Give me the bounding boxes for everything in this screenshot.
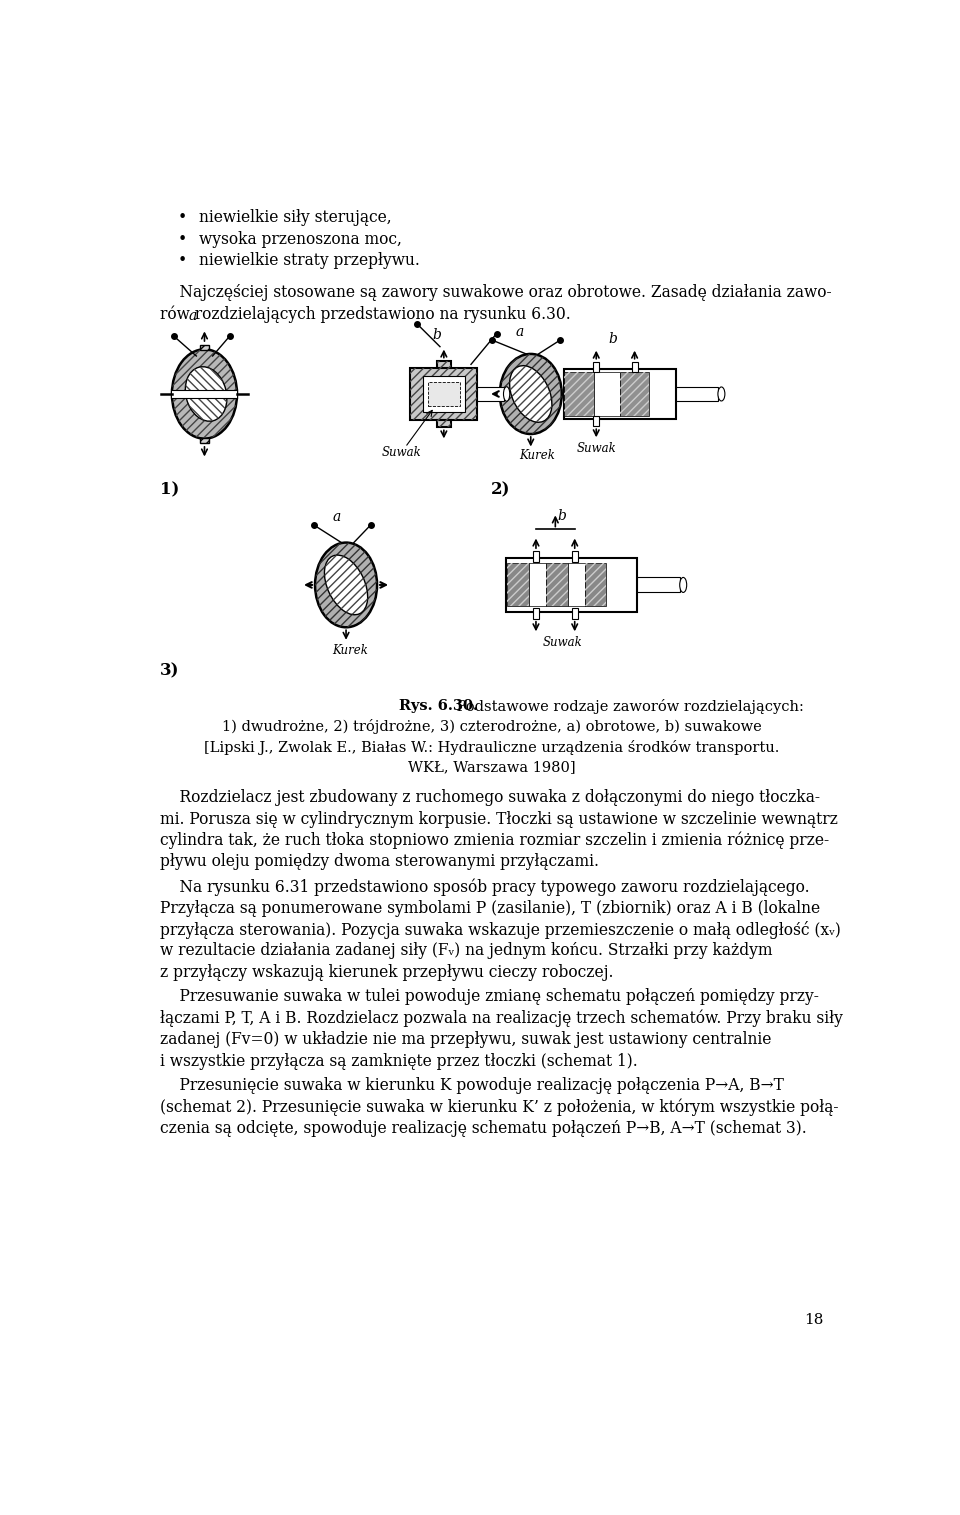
Text: wysoka przenoszona moc,: wysoka przenoszona moc, [199, 230, 402, 247]
Ellipse shape [680, 577, 686, 592]
Text: •: • [178, 230, 186, 247]
Bar [437, 361, 450, 368]
Ellipse shape [510, 365, 552, 423]
Text: Suwak: Suwak [542, 636, 582, 648]
Bar [477, 386, 504, 401]
Bar [200, 438, 209, 444]
Text: cylindra tak, że ruch tłoka stopniowo zmienia rozmiar szczelin i zmienia różnicę: cylindra tak, że ruch tłoka stopniowo zm… [160, 832, 829, 850]
Text: Suwak: Suwak [382, 445, 421, 459]
Bar [585, 564, 607, 606]
Bar [637, 577, 680, 592]
Text: i wszystkie przyłącza są zamknięte przez tłoczki (schemat 1).: i wszystkie przyłącza są zamknięte przez… [160, 1053, 638, 1070]
Text: Przesunięcie suwaka w kierunku K powoduje realizację połączenia P→A, B→T: Przesunięcie suwaka w kierunku K powoduj… [160, 1077, 784, 1094]
Text: Przesuwanie suwaka w tulei powoduje zmianę schematu połączeń pomiędzy przy-: Przesuwanie suwaka w tulei powoduje zmia… [160, 988, 819, 1006]
Text: •: • [178, 209, 186, 226]
Bar [564, 373, 593, 415]
Text: (schemat 2). Przesunięcie suwaka w kierunku K’ z położenia, w którym wszystkie p: (schemat 2). Przesunięcie suwaka w kieru… [160, 1098, 839, 1117]
Text: 18: 18 [804, 1314, 824, 1327]
Bar [506, 558, 637, 612]
Bar [533, 551, 540, 562]
Bar [200, 345, 209, 350]
Bar [546, 564, 567, 606]
Bar [676, 386, 718, 401]
Bar [620, 373, 649, 415]
Bar [564, 373, 593, 415]
Text: niewielkie straty przepływu.: niewielkie straty przepływu. [199, 253, 420, 270]
Ellipse shape [718, 386, 725, 401]
Bar [585, 564, 607, 606]
Ellipse shape [172, 350, 237, 439]
Text: rów rozdzielających przedstawiono na rysunku 6.30.: rów rozdzielających przedstawiono na rys… [160, 305, 571, 323]
Bar [507, 564, 529, 606]
Text: 1): 1) [160, 480, 180, 498]
Bar [593, 362, 599, 373]
Text: z przyłączy wskazują kierunek przepływu cieczy roboczej.: z przyłączy wskazują kierunek przepływu … [160, 964, 613, 980]
Text: WKŁ, Warszawa 1980]: WKŁ, Warszawa 1980] [408, 761, 576, 774]
Bar [410, 368, 477, 420]
Bar [567, 564, 585, 606]
Text: Kurek: Kurek [519, 450, 555, 462]
Bar [529, 564, 546, 606]
Text: Rozdzielacz jest zbudowany z ruchomego suwaka z dołączonymi do niego tłoczka-: Rozdzielacz jest zbudowany z ruchomego s… [160, 789, 820, 806]
Bar [200, 345, 209, 350]
Text: b: b [558, 509, 566, 524]
Text: pływu oleju pomiędzy dwoma sterowanymi przyłączami.: pływu oleju pomiędzy dwoma sterowanymi p… [160, 853, 599, 871]
Text: mi. Porusza się w cylindrycznym korpusie. Tłoczki są ustawione w szczelinie wewn: mi. Porusza się w cylindrycznym korpusie… [160, 811, 838, 827]
Text: Rys. 6.30.: Rys. 6.30. [399, 698, 478, 714]
Ellipse shape [185, 367, 227, 421]
Ellipse shape [503, 386, 510, 401]
Text: a: a [188, 309, 197, 323]
Text: zadanej (Fv=0) w układzie nie ma przepływu, suwak jest ustawiony centralnie: zadanej (Fv=0) w układzie nie ma przepły… [160, 1032, 772, 1048]
Text: 1) dwudrоżne, 2) trójdrożne, 3) czterodrоżne, a) obrotowe, b) suwakowe: 1) dwudrоżne, 2) trójdrożne, 3) czterodr… [222, 720, 762, 735]
Text: Podstawowe rodzaje zaworów rozdzielających:: Podstawowe rodzaje zaworów rozdzielający… [452, 698, 804, 714]
Bar [423, 376, 465, 412]
Bar [172, 389, 237, 398]
Text: Przyłącza są ponumerowane symbolami P (zasilanie), T (zbiornik) oraz A i B (loka: Przyłącza są ponumerowane symbolami P (z… [160, 900, 821, 917]
Text: niewielkie siły sterujące,: niewielkie siły sterujące, [199, 209, 392, 226]
Text: •: • [178, 253, 186, 270]
Text: 3): 3) [160, 662, 180, 679]
Text: łączami P, T, A i B. Rozdzielacz pozwala na realizację trzech schematów. Przy br: łączami P, T, A i B. Rozdzielacz pozwala… [160, 1011, 843, 1027]
Text: w rezultacie działania zadanej siły (Fᵥ) na jednym końcu. Strzałki przy każdym: w rezultacie działania zadanej siły (Fᵥ)… [160, 942, 773, 959]
Ellipse shape [315, 542, 377, 627]
Bar [427, 382, 460, 406]
Text: b: b [609, 332, 617, 347]
Bar [546, 564, 567, 606]
Bar [437, 420, 450, 427]
Bar [437, 361, 450, 368]
Text: Kurek: Kurek [332, 644, 368, 658]
Bar [571, 608, 578, 618]
Text: Najczęściej stosowane są zawory suwakowe oraz obrotowe. Zasadę działania zawo-: Najczęściej stosowane są zawory suwakowe… [160, 283, 832, 301]
Bar [571, 551, 578, 562]
Bar [507, 564, 529, 606]
Bar [620, 373, 649, 415]
Bar [533, 608, 540, 618]
Text: a: a [516, 324, 523, 339]
Bar [564, 368, 676, 420]
Ellipse shape [324, 554, 368, 615]
Bar [593, 415, 599, 426]
Text: b: b [432, 327, 441, 341]
Bar [632, 362, 637, 373]
Text: [Lipski J., Zwolak E., Białas W.: ⁣Hydrauliczne urządzenia środków transportu.: [Lipski J., Zwolak E., Białas W.: ⁣Hydra… [204, 739, 780, 754]
Bar [200, 438, 209, 444]
Ellipse shape [500, 355, 562, 433]
Bar [410, 368, 477, 420]
Text: 2): 2) [491, 480, 510, 498]
Text: Na rysunku 6.31 przedstawiono sposób pracy typowego zaworu rozdzielającego.: Na rysunku 6.31 przedstawiono sposób pra… [160, 879, 810, 895]
Text: czenia są odcięte, spowoduje realizację schematu połączeń P→B, A→T (schemat 3).: czenia są odcięte, spowoduje realizację … [160, 1120, 807, 1138]
Bar [437, 420, 450, 427]
Text: przyłącza sterowania). Pozycja suwaka wskazuje przemieszczenie o małą odległość : przyłącza sterowania). Pozycja suwaka ws… [160, 921, 841, 939]
Text: a: a [332, 511, 341, 524]
Bar [593, 373, 620, 415]
Text: Suwak: Suwak [576, 442, 616, 454]
